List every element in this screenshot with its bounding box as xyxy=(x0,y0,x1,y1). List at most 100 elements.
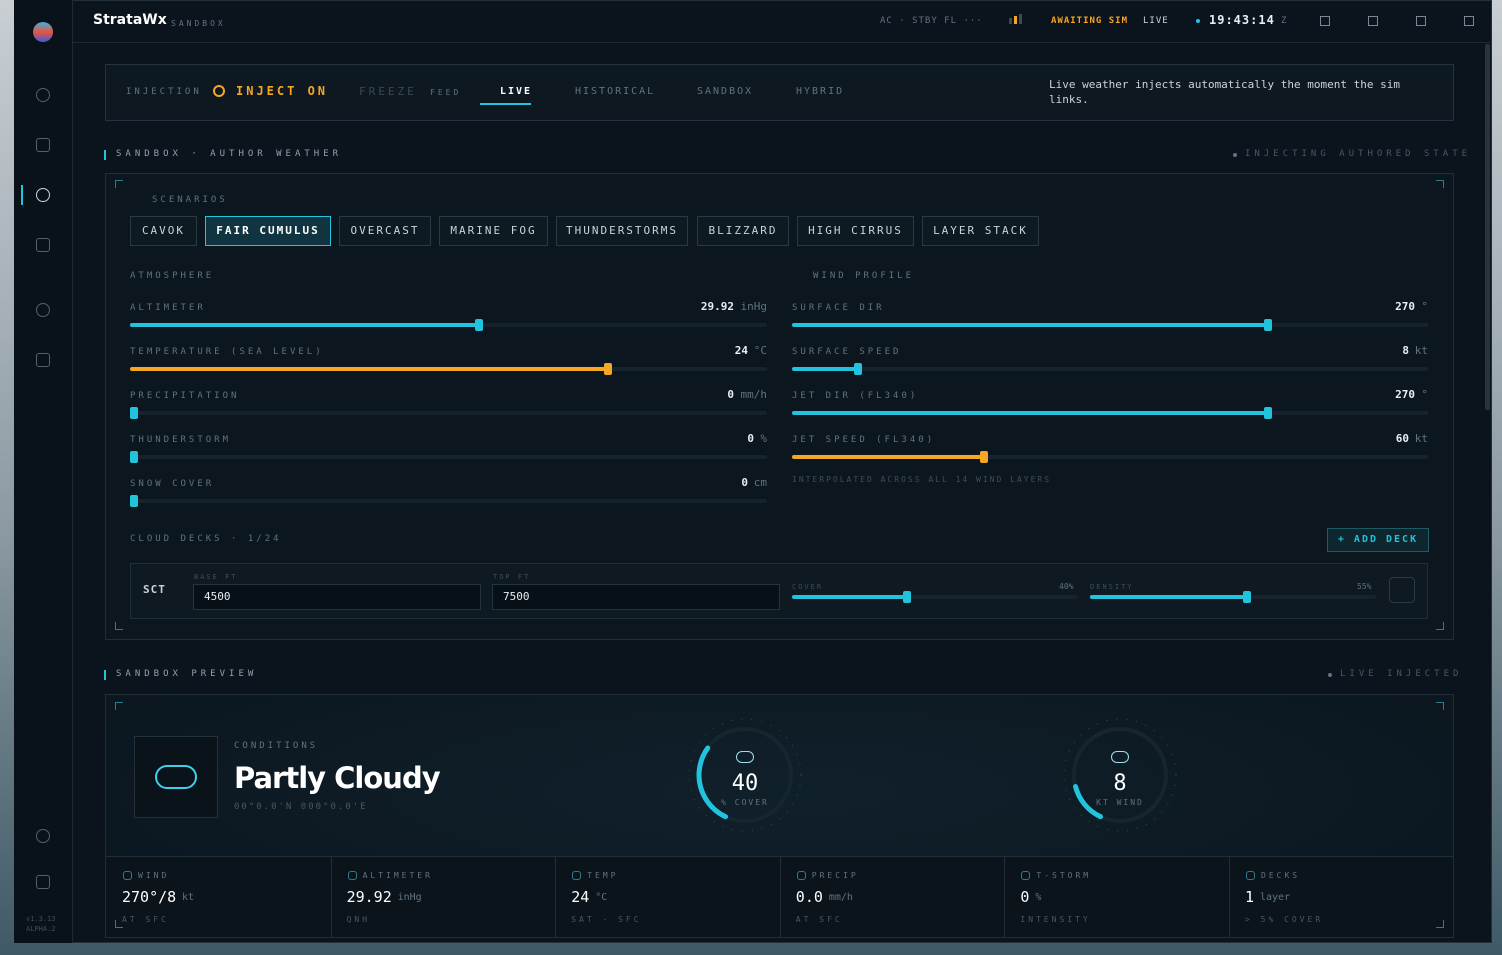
scenario-button[interactable]: BLIZZARD xyxy=(697,216,789,246)
gauge-ring xyxy=(1063,718,1177,832)
corner-mark xyxy=(1436,702,1444,710)
window-control[interactable] xyxy=(1320,16,1330,26)
cover-value: 40% xyxy=(1059,582,1074,591)
nav-icon[interactable] xyxy=(36,875,50,889)
field-label: ALTIMETER xyxy=(130,303,206,313)
stat-value: 270°/8 xyxy=(122,888,177,906)
inject-toggle[interactable]: INJECT ON xyxy=(236,84,329,98)
window-control[interactable] xyxy=(1368,16,1378,26)
slider-thumb[interactable] xyxy=(130,451,138,463)
stat-unit: layer xyxy=(1260,892,1291,903)
slider-thumb[interactable] xyxy=(1264,407,1272,419)
slider-thumb[interactable] xyxy=(475,319,483,331)
section-status: LIVE INJECTED xyxy=(1340,669,1463,679)
nav-icon[interactable] xyxy=(36,138,50,152)
section-heading: SANDBOX PREVIEW xyxy=(116,669,258,679)
base-label: BASE FT xyxy=(194,573,238,581)
awaiting-sim: AWAITING SIM xyxy=(1051,16,1129,26)
stat-unit: °C xyxy=(595,892,608,903)
field-unit: kt xyxy=(1414,344,1428,357)
scenario-button[interactable]: CAVOK xyxy=(130,216,197,246)
slider-thumb[interactable] xyxy=(1264,319,1272,331)
corner-mark xyxy=(115,702,123,710)
power-icon[interactable] xyxy=(213,85,225,97)
field-label: JET DIR (FL340) xyxy=(792,391,919,401)
field-label: TEMPERATURE (SEA LEVEL) xyxy=(130,347,324,357)
deck-type: SCT xyxy=(143,583,166,596)
slider-thumb[interactable] xyxy=(1243,591,1251,603)
slider-thumb[interactable] xyxy=(980,451,988,463)
slider-track[interactable] xyxy=(130,455,767,459)
conditions-title: Partly Cloudy xyxy=(234,761,441,795)
deck-input[interactable]: 7500 xyxy=(492,584,780,610)
delete-deck-button[interactable] xyxy=(1389,577,1415,603)
field-label: SURFACE DIR xyxy=(792,303,885,313)
nav-icon[interactable] xyxy=(36,829,50,843)
nav-icon[interactable] xyxy=(36,88,50,102)
stat-label: T-STORM xyxy=(1036,871,1092,880)
stat-icon xyxy=(123,871,132,880)
nav-icon[interactable] xyxy=(36,353,50,367)
stat-icon xyxy=(347,871,357,880)
gauge-label: % COVER xyxy=(721,798,769,807)
stat-sub: SAT · SFC xyxy=(571,915,642,924)
slider-thumb[interactable] xyxy=(604,363,612,375)
slider-track[interactable] xyxy=(130,411,767,415)
field-label: THUNDERSTORM xyxy=(130,435,232,445)
conditions-label: CONDITIONS xyxy=(234,741,319,751)
stat-sub: AT SFC xyxy=(122,915,169,924)
deck-input[interactable]: 4500 xyxy=(193,584,481,610)
mode-tab[interactable]: SANDBOX xyxy=(697,86,754,97)
field-value: 270 xyxy=(1395,388,1415,401)
heading-marker xyxy=(104,150,106,160)
stat-divider xyxy=(779,857,781,937)
slider-track[interactable] xyxy=(792,367,1428,371)
stat-label: PRECIP xyxy=(811,871,859,880)
stat-icon xyxy=(796,871,806,880)
tab-underline xyxy=(480,103,531,105)
scenario-button[interactable]: FAIR CUMULUS xyxy=(205,216,331,246)
sim-status: AC · STBY FL ··· xyxy=(880,16,983,26)
add-deck-button[interactable]: + ADD DECK xyxy=(1327,528,1429,552)
scenario-button[interactable]: MARINE FOG xyxy=(439,216,548,246)
slider-thumb[interactable] xyxy=(854,363,862,375)
slider-thumb[interactable] xyxy=(130,495,138,507)
mode-tab[interactable]: HYBRID xyxy=(796,86,845,97)
field-value: 24 xyxy=(734,344,748,357)
scenario-button[interactable]: THUNDERSTORMS xyxy=(556,216,688,246)
coordinates: 00°0.0'N 000°0.0'E xyxy=(234,802,368,812)
scenario-button[interactable]: LAYER STACK xyxy=(922,216,1039,246)
stats-row xyxy=(106,856,1453,937)
stat-value: 1 xyxy=(1245,888,1255,906)
slider-track[interactable] xyxy=(792,595,1078,599)
slider-fill xyxy=(130,367,608,371)
slider-fill xyxy=(1090,595,1247,599)
stat-value: 24 xyxy=(571,888,590,906)
scenario-button[interactable]: HIGH CIRRUS xyxy=(797,216,914,246)
slider-fill xyxy=(792,323,1268,327)
nav-icon[interactable] xyxy=(36,238,50,252)
app-name: StrataWx xyxy=(93,12,167,28)
nav-icon[interactable] xyxy=(36,188,50,202)
gauge-label: KT WIND xyxy=(1096,798,1144,807)
corner-mark xyxy=(1436,622,1444,630)
slider-thumb[interactable] xyxy=(903,591,911,603)
mode-tab[interactable]: LIVE xyxy=(500,86,533,97)
slider-fill xyxy=(792,455,984,459)
stat-sub: QNH xyxy=(346,915,371,924)
clock-zone: Z xyxy=(1281,16,1287,26)
mode-tab[interactable]: HISTORICAL xyxy=(575,86,656,97)
slider-track[interactable] xyxy=(130,499,767,503)
field-value: 0 xyxy=(741,476,748,489)
scenario-button[interactable]: OVERCAST xyxy=(339,216,431,246)
field-value: 29.92 xyxy=(700,300,734,313)
field-unit: % xyxy=(760,432,767,445)
stat-icon xyxy=(1246,871,1255,880)
slider-thumb[interactable] xyxy=(130,407,138,419)
titlebar xyxy=(73,0,1492,43)
slider-track[interactable] xyxy=(792,455,1428,459)
nav-icon[interactable] xyxy=(36,303,50,317)
window-control[interactable] xyxy=(1416,16,1426,26)
window-control[interactable] xyxy=(1464,16,1474,26)
